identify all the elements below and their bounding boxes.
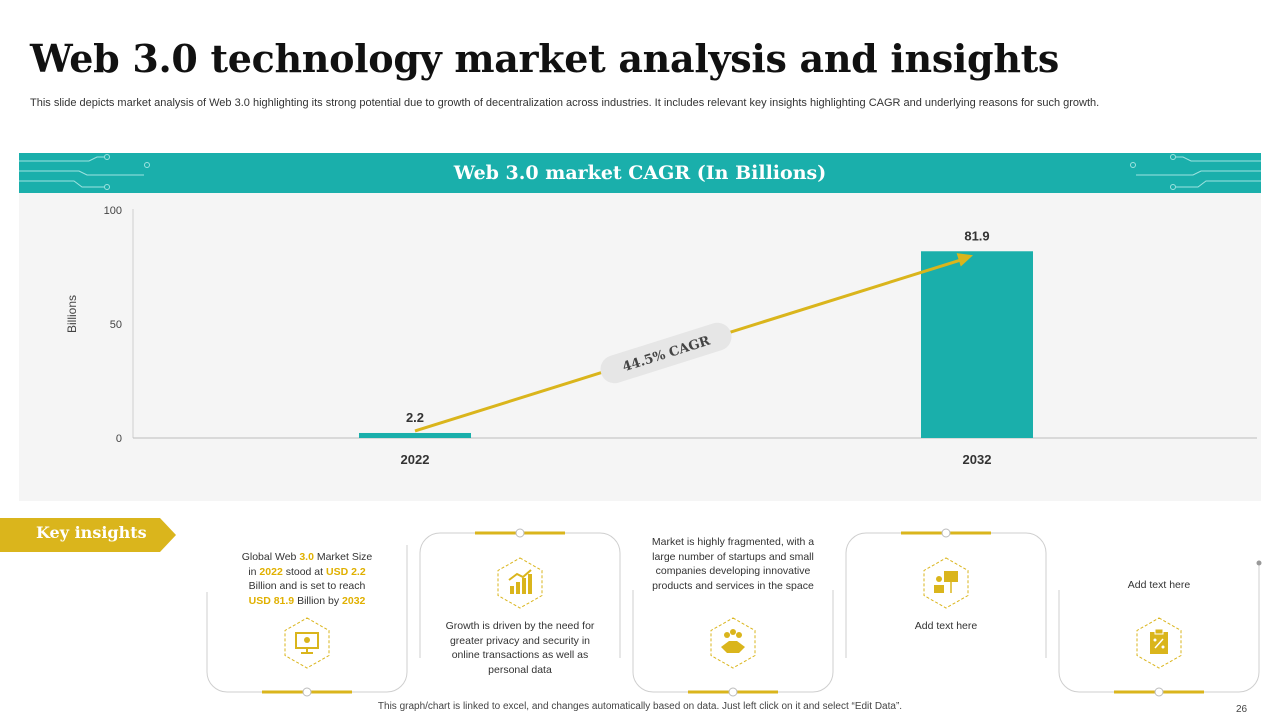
x-tick-label-2032: 2032 [963, 452, 992, 467]
data-label-2022: 2.2 [406, 410, 424, 425]
insight-card-1-text: Global Web 3.0 Market Size in 2022 stood… [241, 551, 373, 607]
growth-chart-icon [497, 557, 543, 609]
chart-panel[interactable]: Web 3.0 market CAGR (In Billions) Billio… [19, 153, 1261, 501]
chart-header: Web 3.0 market CAGR (In Billions) [19, 153, 1261, 193]
slide-subtitle: This slide depicts market analysis of We… [30, 97, 1100, 109]
key-insights-tag [0, 518, 176, 552]
presentation-icon [923, 557, 969, 609]
y-tick-label: 0 [116, 433, 122, 445]
bar-2022[interactable] [359, 432, 471, 438]
y-axis-label: Billions [65, 295, 79, 333]
insight-card-4-text: Add text here [914, 620, 978, 632]
handshake-icon [710, 617, 756, 669]
monitor-gear-icon [284, 617, 330, 669]
insight-card-3-text: Market is highly fragmented, with a larg… [651, 536, 815, 592]
insight-card-2-text: Growth is driven by the need for greater… [445, 620, 595, 676]
page-number: 26 [1236, 704, 1248, 715]
slide-title: Web 3.0 technology market analysis and i… [30, 36, 1059, 81]
footnote: This graph/chart is linked to excel, and… [377, 701, 903, 712]
clipboard-icon [1136, 617, 1182, 669]
bar-2032[interactable] [921, 251, 1033, 438]
chart-title: Web 3.0 market CAGR (In Billions) [453, 162, 827, 184]
x-tick-label-2022: 2022 [401, 452, 430, 467]
y-tick-label: 100 [104, 205, 122, 217]
cagr-arrow-head [956, 253, 973, 267]
data-label-2032: 81.9 [964, 228, 989, 243]
circuit-decoration-left-icon [19, 154, 150, 190]
key-insights-label: Key insights [36, 523, 147, 542]
circuit-decoration-right-icon [1130, 154, 1261, 190]
y-tick-label: 50 [110, 319, 122, 331]
insight-card-5-text: Add text here [1127, 579, 1191, 591]
